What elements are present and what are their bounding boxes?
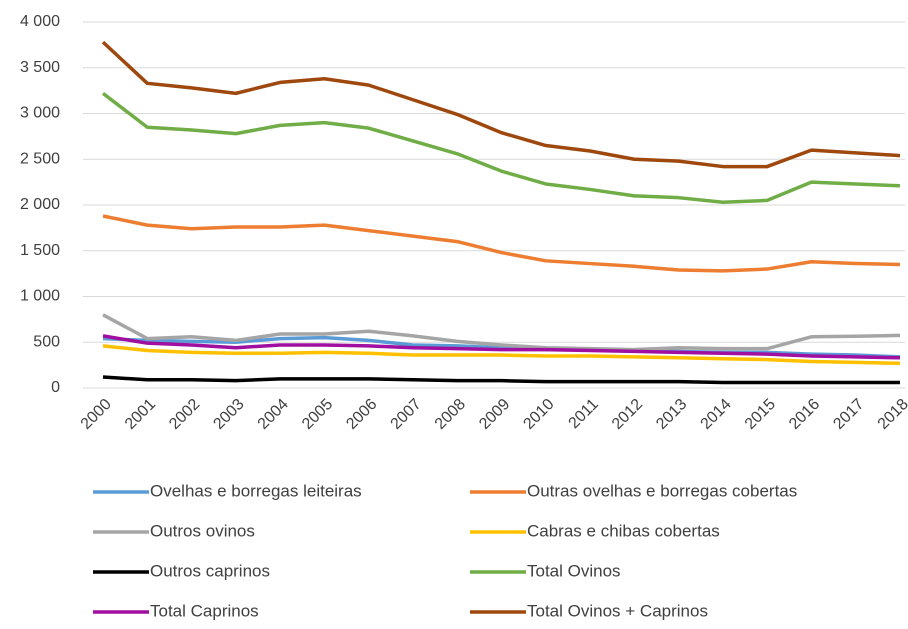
x-tick-label: 2000 — [78, 396, 115, 433]
legend-label: Outros caprinos — [150, 561, 270, 580]
legend-label: Outros ovinos — [150, 521, 255, 540]
y-tick-label: 3 500 — [20, 59, 60, 76]
x-tick-label: 2011 — [566, 396, 602, 432]
x-tick-label: 2003 — [210, 396, 247, 433]
y-tick-label: 2 000 — [20, 196, 60, 213]
series-line — [102, 334, 901, 360]
x-tick-label: 2018 — [875, 396, 908, 433]
series-line — [102, 335, 901, 359]
x-tick-label: 2009 — [476, 396, 513, 433]
legend-label: Total Ovinos + Caprinos — [527, 601, 708, 620]
series-line — [102, 375, 900, 385]
legend-label: Total Ovinos — [527, 561, 621, 580]
x-tick-label: 2002 — [166, 396, 203, 433]
x-tick-label: 2014 — [698, 396, 735, 433]
x-tick-label: 2008 — [432, 396, 469, 433]
series-line — [101, 91, 901, 205]
y-tick-label: 2 500 — [20, 150, 60, 167]
y-tick-label: 1 500 — [20, 242, 60, 259]
series-line — [102, 313, 901, 352]
series-line — [102, 344, 901, 366]
x-tick-label: 2001 — [122, 396, 159, 433]
y-tick-label: 1 000 — [20, 288, 60, 305]
x-tick-label: 2005 — [299, 396, 336, 433]
legend: Ovelhas e borregas leiteiras Outras ovelh… — [93, 481, 797, 620]
series-line — [101, 40, 901, 169]
y-tick-label: 0 — [51, 379, 60, 396]
legend-label: Ovelhas e borregas leiteiras — [150, 481, 362, 500]
x-tick-label: 2004 — [255, 396, 292, 433]
x-tick-label: 2010 — [520, 396, 557, 433]
x-tick-label: 2012 — [609, 396, 646, 433]
x-tick-label: 2006 — [343, 396, 380, 433]
x-tick-label: 2017 — [830, 396, 867, 433]
y-tick-label: 3 000 — [20, 105, 60, 122]
legend-label: Total Caprinos — [150, 601, 259, 620]
x-tick-label: 2007 — [388, 396, 425, 433]
series-line — [102, 214, 901, 273]
legend-label: Outras ovelhas e borregas cobertas — [527, 481, 797, 500]
legend-label: Cabras e chibas cobertas — [527, 521, 720, 540]
y-tick-label: 500 — [33, 333, 60, 350]
x-tick-label: 2016 — [786, 396, 823, 433]
x-tick-label: 2013 — [653, 396, 690, 433]
y-tick-label: 4 000 — [20, 13, 60, 30]
x-tick-label: 2015 — [742, 396, 779, 433]
